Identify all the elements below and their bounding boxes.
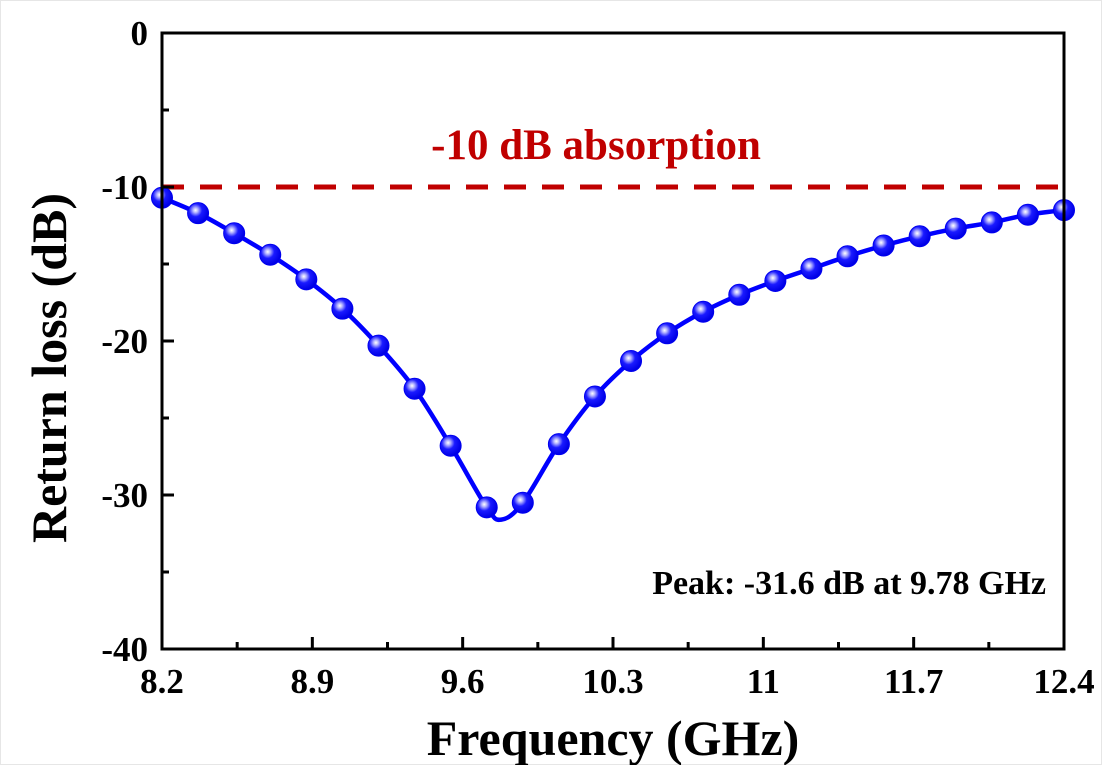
data-point — [764, 269, 787, 292]
data-point — [800, 257, 823, 280]
y-axis-title: Return loss (dB) — [21, 193, 77, 543]
x-tick-label: 8.2 — [140, 662, 184, 701]
series-layer — [151, 186, 1075, 523]
data-point — [980, 211, 1003, 234]
y-tick-label: -30 — [101, 476, 148, 515]
x-axis-title: Frequency (GHz) — [427, 710, 800, 765]
y-tick-label: 0 — [131, 14, 149, 53]
data-point — [259, 243, 282, 266]
x-tick-label: 8.9 — [290, 662, 334, 701]
y-tick-label: -20 — [101, 322, 148, 361]
data-point — [836, 245, 859, 268]
data-point — [656, 322, 679, 345]
x-tick-label: 9.6 — [441, 662, 485, 701]
data-point — [439, 434, 462, 457]
data-point — [331, 297, 354, 320]
axis-tick-labels: 8.2 8.9 9.6 10.3 11 11.7 12.4 0 -10 -20 -30 -40 — [101, 14, 1094, 701]
x-tick-label: 10.3 — [582, 662, 643, 701]
x-tick-label: 12.4 — [1033, 662, 1094, 701]
y-tick-label: -40 — [101, 630, 148, 669]
data-point — [728, 283, 751, 306]
data-point — [944, 217, 967, 240]
y-tick-label: -10 — [101, 168, 148, 207]
reference-line-label: -10 dB absorption — [431, 122, 761, 169]
data-point — [908, 225, 931, 248]
data-point — [295, 268, 318, 291]
data-point — [187, 202, 210, 225]
data-point — [403, 377, 426, 400]
peak-annotation: Peak: -31.6 dB at 9.78 GHz — [652, 565, 1046, 602]
data-point — [1016, 203, 1039, 226]
series-line — [161, 195, 1065, 523]
data-point — [367, 334, 390, 357]
data-point — [620, 350, 643, 373]
data-point — [511, 491, 534, 514]
axis-ticks — [160, 31, 1066, 651]
data-point — [692, 300, 715, 323]
data-point — [583, 385, 606, 408]
data-point — [223, 222, 246, 245]
data-point — [475, 496, 498, 519]
data-point — [872, 234, 895, 257]
x-tick-label: 11.7 — [884, 662, 943, 701]
data-point — [547, 433, 570, 456]
x-tick-label: 11 — [747, 662, 780, 701]
